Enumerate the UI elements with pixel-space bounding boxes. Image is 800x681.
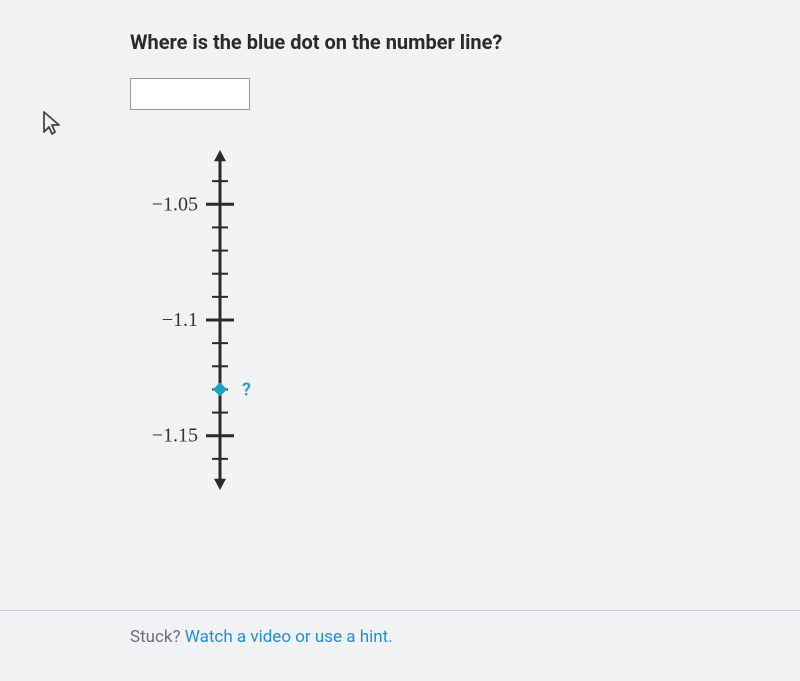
- svg-text:?: ?: [242, 379, 251, 400]
- stuck-label: Stuck?: [130, 627, 185, 647]
- divider: [0, 610, 800, 611]
- number-line-svg: −1.05 −1.1 −1.15?: [90, 140, 350, 500]
- stuck-row: Stuck? Watch a video or use a hint.: [130, 627, 393, 647]
- exercise-page: Where is the blue dot on the number line…: [0, 0, 800, 681]
- answer-input[interactable]: [130, 78, 250, 110]
- cursor-icon: [42, 110, 64, 142]
- svg-text:−1.05: −1.05: [152, 193, 198, 215]
- question-text: Where is the blue dot on the number line…: [130, 30, 800, 54]
- number-line: −1.05 −1.1 −1.15?: [90, 140, 350, 500]
- hint-link[interactable]: Watch a video or use a hint.: [185, 627, 393, 647]
- svg-text:−1.15: −1.15: [152, 425, 198, 447]
- svg-text:−1.1: −1.1: [162, 309, 198, 331]
